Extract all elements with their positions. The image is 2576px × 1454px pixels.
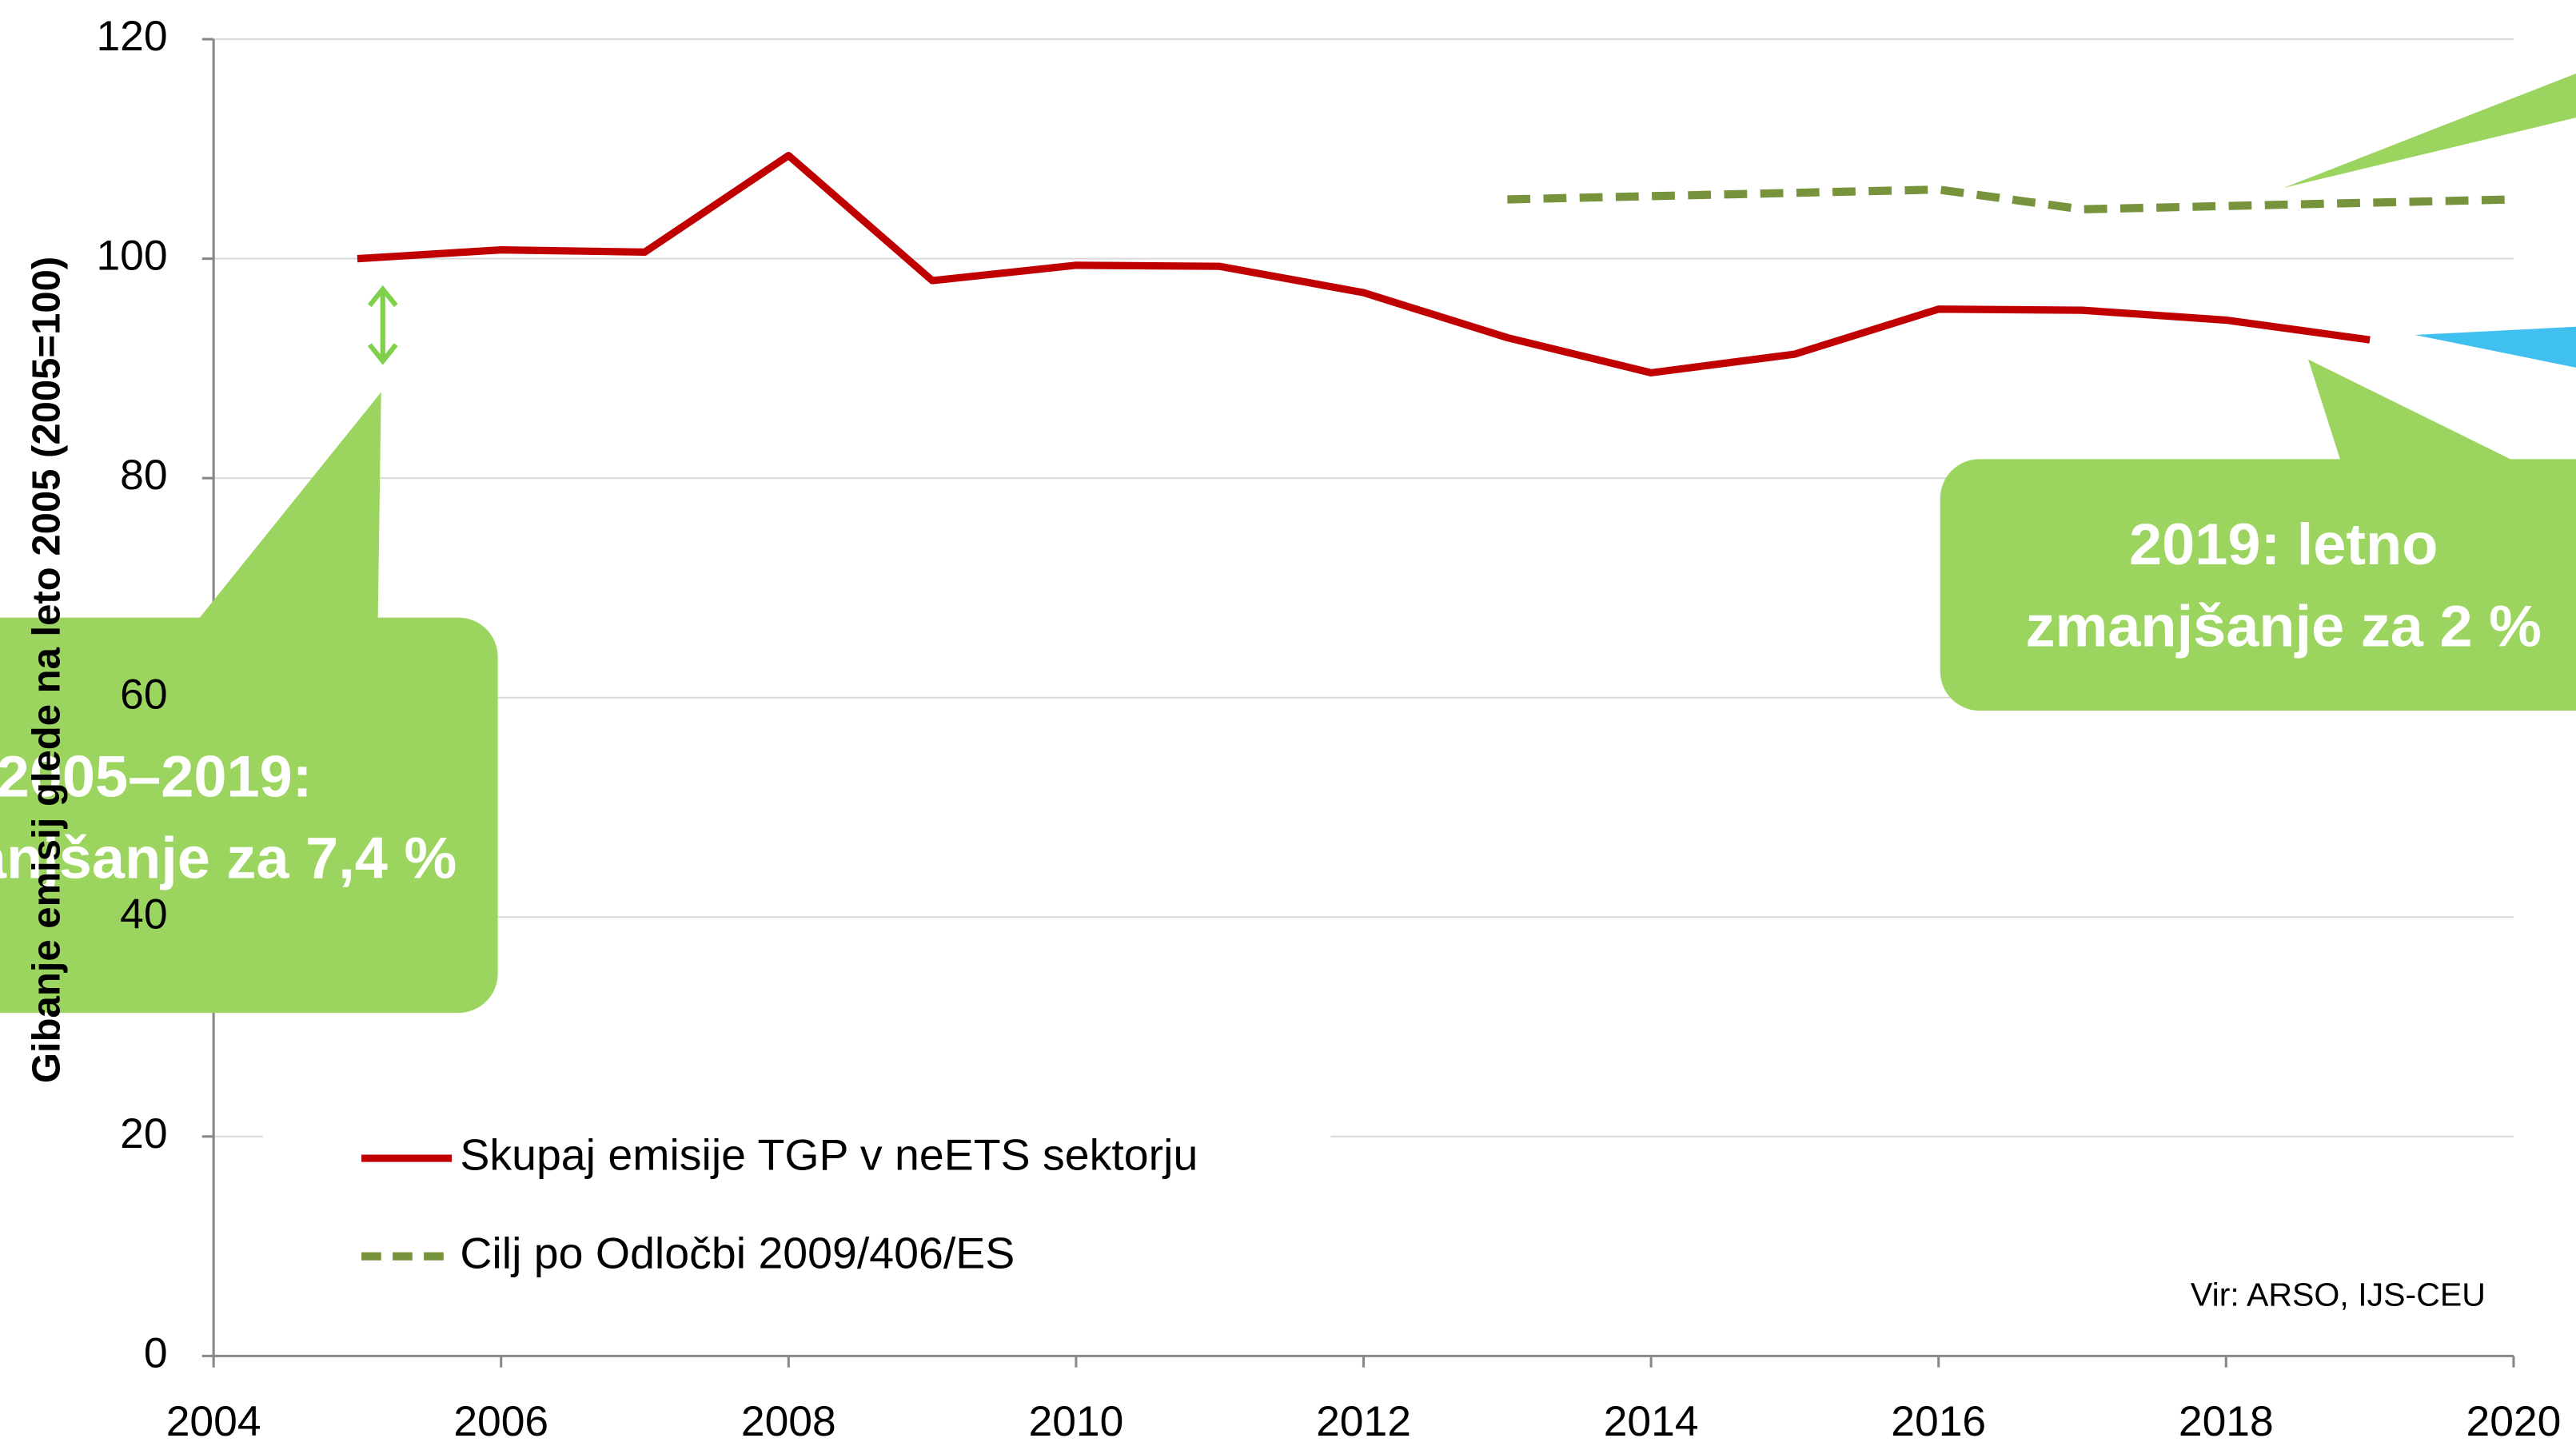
callout-box bbox=[0, 617, 498, 1014]
x-tick-label: 2006 bbox=[453, 1398, 548, 1445]
double-arrow bbox=[367, 285, 398, 365]
target-wedge bbox=[2283, 73, 2576, 189]
source-note: Vir: ARSO, IJS-CEU bbox=[2191, 1277, 2486, 1313]
y-axis-label: Gibanje emisij glede na leto 2005 (2005=… bbox=[25, 257, 69, 1083]
x-tick-label: 2012 bbox=[1316, 1398, 1411, 1445]
x-tick-label: 2014 bbox=[1604, 1398, 1699, 1445]
series-line bbox=[1507, 185, 2514, 213]
legend-label: Cilj po Odločbi 2009/406/ES bbox=[460, 1228, 1015, 1277]
y-tick-label: 100 bbox=[96, 233, 167, 280]
x-tick-label: 2020 bbox=[2466, 1398, 2562, 1445]
y-tick-label: 80 bbox=[120, 452, 167, 499]
trend-wedge bbox=[2415, 326, 2576, 368]
data-layer bbox=[357, 151, 2514, 376]
annotation: zmanjšanje za 7,4 % bbox=[0, 825, 457, 891]
x-tick-label: 2010 bbox=[1029, 1398, 1124, 1445]
y-tick-label: 20 bbox=[120, 1110, 167, 1157]
y-tick-label: 60 bbox=[120, 671, 167, 719]
y-tick-label: 0 bbox=[144, 1330, 168, 1377]
annotation: 2019: letno bbox=[2129, 511, 2438, 577]
callout-pointer bbox=[2308, 359, 2518, 463]
annotation: zmanjšanje za 2 % bbox=[2026, 593, 2542, 659]
callout-pointer bbox=[197, 392, 381, 621]
legend-background bbox=[262, 1124, 1331, 1294]
y-tick-label: 120 bbox=[96, 13, 167, 60]
annotation: 2005–2019: bbox=[0, 743, 312, 810]
legend-label: Skupaj emisije TGP v neETS sektorju bbox=[460, 1130, 1198, 1180]
x-tick-label: 2008 bbox=[741, 1398, 836, 1445]
x-tick-label: 2018 bbox=[2179, 1398, 2274, 1445]
callout-box bbox=[1940, 459, 2576, 711]
series-line bbox=[357, 151, 2371, 376]
x-tick-label: 2016 bbox=[1891, 1398, 1986, 1445]
x-tick-label: 2004 bbox=[166, 1398, 261, 1445]
y-tick-label: 40 bbox=[120, 890, 167, 938]
